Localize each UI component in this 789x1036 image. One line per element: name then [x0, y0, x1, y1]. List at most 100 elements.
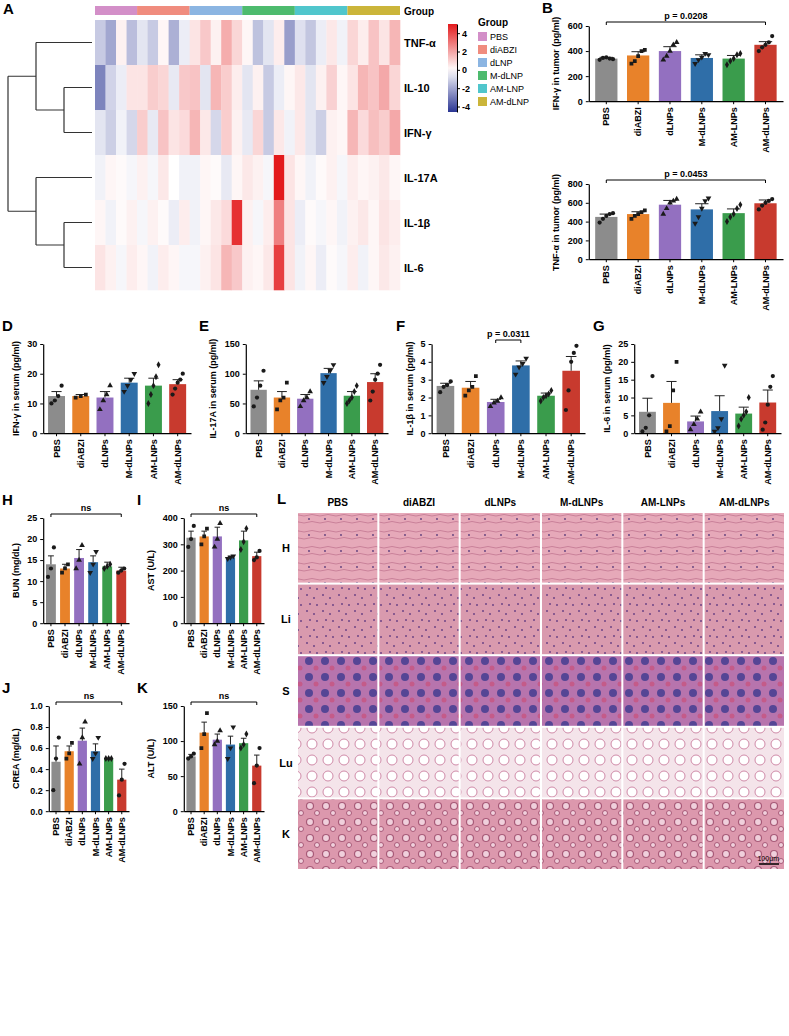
legend: GroupPBSdiABZIdLNPM-dLNPAM-LNPAM-dLNP: [478, 17, 529, 107]
legend-swatch: [478, 58, 487, 67]
x-tick: PBS: [46, 623, 56, 648]
data-point: [77, 761, 83, 766]
y-tick-label: 200: [163, 566, 178, 576]
data-point: [674, 39, 680, 44]
histology-image: [379, 799, 458, 869]
heatmap-cell: [347, 200, 358, 245]
significance-label: ns: [219, 503, 230, 513]
heatmap-cell: [148, 65, 159, 110]
y-tick-label: 150: [163, 701, 178, 711]
panel-letter: G: [593, 317, 605, 334]
row-label: S: [282, 685, 289, 697]
panel-letter: K: [137, 679, 148, 696]
heatmap-cell: [127, 245, 138, 290]
data-point: [368, 398, 372, 402]
data-point: [202, 732, 206, 736]
data-point: [445, 383, 449, 387]
data-point: [665, 430, 669, 434]
heatmap-cell: [95, 110, 106, 155]
data-point: [725, 61, 729, 68]
error-bar: [566, 356, 577, 370]
y-tick-label: 1.0: [30, 701, 43, 711]
data-point: [298, 403, 304, 408]
y-tick-label: 50: [230, 399, 240, 409]
y-tick: 300: [163, 540, 184, 550]
group-bar-segment: [95, 6, 137, 15]
heatmap-cell: [127, 155, 138, 200]
heatmap-cell: [116, 110, 127, 155]
x-tick: AM-LNPs: [729, 101, 739, 147]
x-tick: diABZI: [633, 101, 643, 136]
y-axis: 0100200300400: [163, 513, 185, 628]
x-tick-label: PBS: [601, 265, 611, 284]
x-tick-label: dLNPs: [74, 629, 84, 658]
x-tick-label: AM-LNPs: [239, 629, 249, 669]
y-tick: 20: [27, 534, 43, 544]
x-tick: dLNPs: [665, 259, 675, 294]
y-tick: 4: [421, 357, 432, 367]
x-tick: AM-dLNPs: [761, 259, 771, 311]
bar: [88, 562, 98, 623]
heatmap-cell: [242, 65, 253, 110]
heatmap-cell: [316, 200, 327, 245]
x-tick-label: diABZI: [64, 817, 74, 846]
x-tick-label: PBS: [643, 439, 653, 458]
heatmap-cell: [295, 245, 306, 290]
bar: [344, 396, 360, 433]
colorbar-tick-mark: [457, 33, 460, 34]
panel-letter: L: [277, 490, 286, 507]
bar: [78, 741, 87, 811]
heatmap-cell: [158, 200, 169, 245]
y-tick-label: 0: [173, 619, 178, 629]
bar: [659, 205, 681, 260]
plot-marks: [48, 361, 186, 433]
heatmap-cell: [284, 200, 295, 245]
error-bar: [215, 527, 221, 536]
x-axis-line: [589, 101, 783, 102]
y-axis: 0.00.20.40.60.81.0: [30, 701, 49, 816]
histology-image: [298, 585, 377, 655]
data-point: [120, 778, 124, 782]
data-point: [668, 424, 672, 428]
heatmap-cell: [389, 200, 400, 245]
bar-panel: 0.00.20.40.60.81.0PBSdiABZIdLNPsM-dLNPsA…: [2, 679, 130, 863]
bar: [759, 403, 776, 434]
y-axis-title: IFN-γ in serum (pg/ml): [11, 341, 21, 436]
x-tick: dLNPs: [212, 811, 222, 846]
x-axis-line: [635, 433, 782, 434]
data-point: [202, 535, 206, 539]
x-tick-mark: [375, 433, 376, 436]
data-point: [757, 49, 761, 53]
histology-image: [542, 513, 621, 583]
data-point: [51, 788, 55, 792]
x-tick-label: AM-LNPs: [729, 107, 739, 147]
row-label: TNF-α: [404, 37, 436, 49]
data-point: [154, 373, 158, 380]
x-tick-label: AM-dLNPs: [370, 439, 380, 485]
heatmap-cell: [274, 110, 285, 155]
column-label: diABZI: [403, 497, 435, 508]
x-tick: PBS: [601, 259, 611, 284]
heatmap-cell: [274, 200, 285, 245]
histology-image: [705, 513, 784, 583]
heatmap-cell: [179, 65, 190, 110]
x-tick-mark: [351, 433, 352, 436]
data-point: [252, 781, 256, 785]
y-tick: 600: [568, 198, 589, 208]
histology-image: [379, 585, 458, 655]
data-point: [757, 207, 761, 211]
data-point: [63, 567, 67, 571]
colorbar-axis: 420-2-4: [457, 25, 470, 113]
bar: [186, 756, 195, 811]
data-point: [255, 555, 259, 559]
y-tick: 1: [421, 411, 432, 421]
data-point: [60, 384, 64, 388]
data-point: [636, 212, 640, 216]
heatmap-cell: [148, 200, 159, 245]
y-tick-label: 300: [163, 540, 178, 550]
x-tick-label: dLNPs: [665, 265, 675, 294]
heatmap-cell: [242, 20, 253, 65]
histology-image: [461, 513, 540, 583]
significance-bracket: [191, 514, 257, 517]
data-point: [715, 426, 721, 431]
